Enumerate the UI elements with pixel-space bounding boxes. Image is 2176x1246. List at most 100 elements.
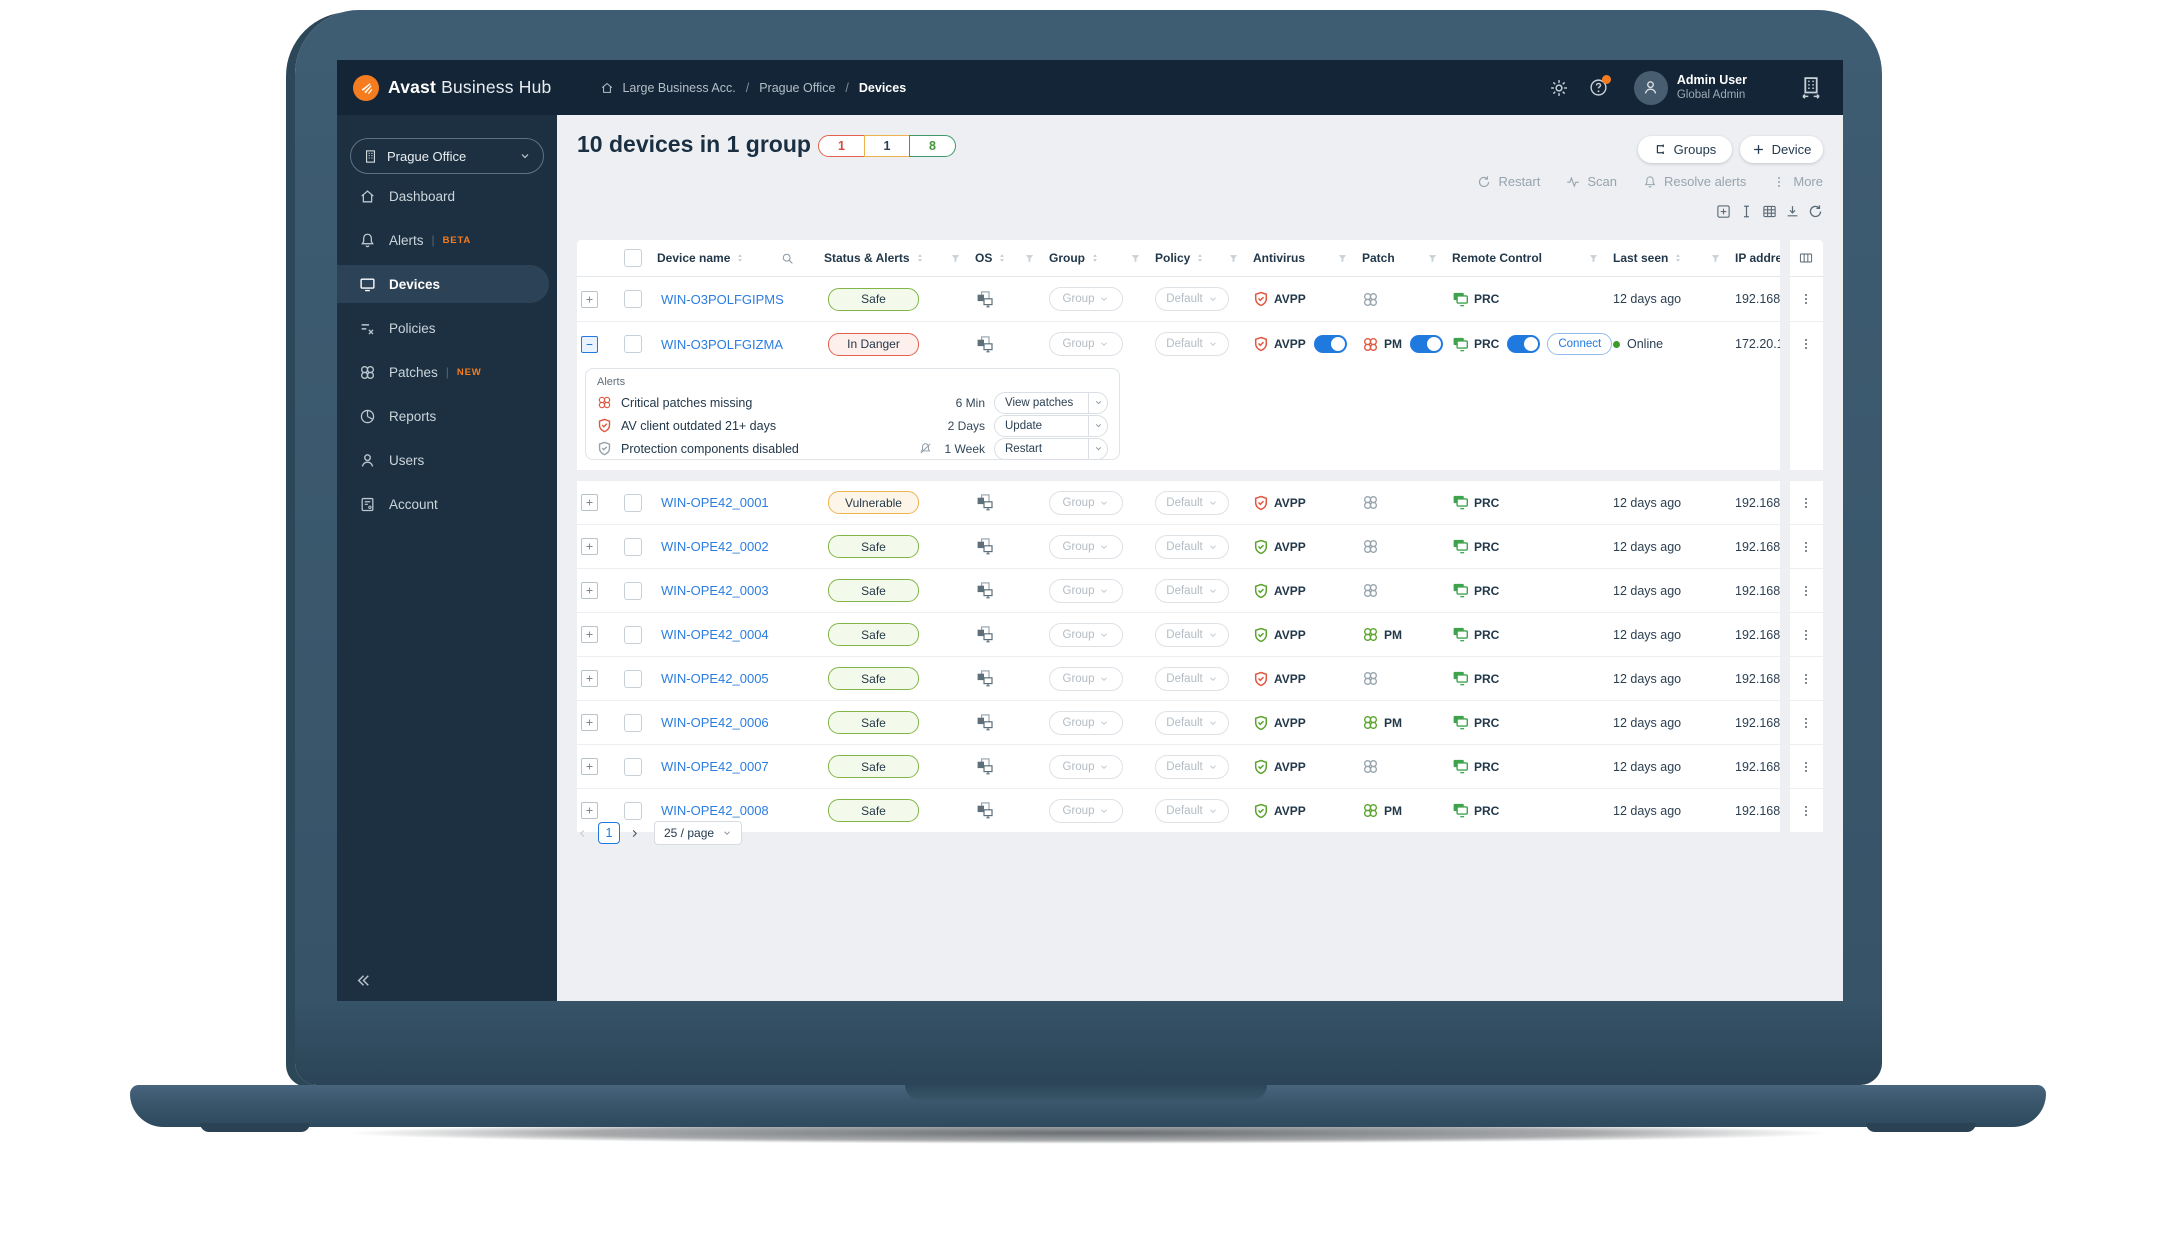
breadcrumb-item[interactable]: Large Business Acc. [622, 80, 736, 95]
filter-icon[interactable] [1024, 253, 1035, 264]
row-menu-icon[interactable] [1799, 337, 1813, 351]
policy-dropdown[interactable]: Default [1155, 666, 1229, 691]
sort-icon[interactable] [1195, 253, 1205, 263]
policy-dropdown[interactable]: Default [1155, 622, 1229, 647]
expand-toggle[interactable] [581, 335, 598, 353]
alert-action-button[interactable]: View patches [994, 391, 1108, 414]
policy-dropdown[interactable]: Default [1155, 710, 1229, 735]
row-checkbox[interactable] [624, 493, 642, 512]
policy-dropdown[interactable]: Default [1155, 798, 1229, 823]
expand-toggle[interactable] [581, 582, 598, 599]
patch-toggle[interactable] [1410, 335, 1443, 353]
remote-control-toggle[interactable] [1507, 335, 1541, 353]
breadcrumb-item[interactable]: Prague Office [759, 80, 836, 95]
action-resolve-alerts[interactable]: Resolve alerts [1643, 174, 1746, 189]
filter-icon[interactable] [1710, 253, 1721, 264]
action-more[interactable]: More [1772, 174, 1823, 189]
select-all-checkbox[interactable] [624, 249, 642, 267]
group-dropdown[interactable]: Group [1049, 578, 1123, 603]
expand-toggle[interactable] [581, 626, 598, 643]
sidebar-collapse-icon[interactable] [355, 972, 372, 989]
connect-button[interactable]: Connect [1547, 333, 1613, 355]
grid-icon[interactable] [1762, 204, 1777, 219]
group-dropdown[interactable]: Group [1049, 287, 1123, 311]
group-dropdown[interactable]: Group [1049, 622, 1123, 647]
device-name-link[interactable]: WIN-O3POLFGIZMA [661, 336, 784, 352]
row-menu-icon[interactable] [1799, 804, 1813, 818]
sidebar-item-users[interactable]: Users [337, 441, 557, 479]
policy-dropdown[interactable]: Default [1155, 754, 1229, 779]
device-name-link[interactable]: WIN-OPE42_0002 [661, 539, 769, 554]
page-number[interactable]: 1 [598, 822, 620, 844]
row-menu-icon[interactable] [1799, 716, 1813, 730]
sidebar-item-patches[interactable]: Patches | NEW [337, 353, 557, 391]
antivirus-toggle[interactable] [1313, 335, 1347, 353]
action-restart[interactable]: Restart [1477, 174, 1540, 189]
action-scan[interactable]: Scan [1566, 174, 1617, 189]
ibeam-icon[interactable] [1739, 204, 1754, 219]
row-checkbox[interactable] [624, 669, 642, 688]
device-name-link[interactable]: WIN-OPE42_0006 [661, 715, 769, 730]
expandsq-icon[interactable] [1716, 204, 1731, 219]
sidebar-item-dashboard[interactable]: Dashboard [337, 177, 557, 215]
expand-toggle[interactable] [581, 714, 598, 731]
policy-dropdown[interactable]: Default [1155, 490, 1229, 515]
row-menu-icon[interactable] [1799, 292, 1813, 306]
sort-icon[interactable] [1673, 253, 1683, 263]
sidebar-item-devices[interactable]: Devices [337, 265, 549, 303]
next-page-icon[interactable] [629, 828, 640, 839]
filter-icon[interactable] [1228, 253, 1239, 264]
expand-toggle[interactable] [581, 758, 598, 775]
row-menu-icon[interactable] [1799, 760, 1813, 774]
device-name-link[interactable]: WIN-O3POLFGIPMS [661, 291, 784, 307]
row-menu-icon[interactable] [1799, 540, 1813, 554]
filter-icon[interactable] [1130, 253, 1141, 264]
row-checkbox[interactable] [624, 290, 642, 308]
alert-action-button[interactable]: Update [994, 414, 1108, 437]
filter-icon[interactable] [1588, 253, 1599, 264]
group-dropdown[interactable]: Group [1049, 666, 1123, 691]
expand-toggle[interactable] [581, 290, 598, 308]
group-dropdown[interactable]: Group [1049, 710, 1123, 735]
filter-icon[interactable] [1337, 253, 1348, 264]
search-icon[interactable] [781, 252, 794, 265]
row-checkbox[interactable] [624, 801, 642, 820]
company-switcher-icon[interactable] [1799, 76, 1823, 100]
sort-icon[interactable] [735, 253, 745, 263]
expand-toggle[interactable] [581, 494, 598, 511]
help-button[interactable] [1589, 75, 1611, 97]
row-menu-icon[interactable] [1799, 672, 1813, 686]
site-selector[interactable]: Prague Office [350, 138, 544, 174]
group-dropdown[interactable]: Group [1049, 754, 1123, 779]
sidebar-item-account[interactable]: Account [337, 485, 557, 523]
sidebar-item-reports[interactable]: Reports [337, 397, 557, 435]
policy-dropdown[interactable]: Default [1155, 534, 1229, 559]
row-checkbox[interactable] [624, 581, 642, 600]
filter-icon[interactable] [1427, 253, 1438, 264]
groups-button[interactable]: Groups [1638, 136, 1732, 163]
row-checkbox[interactable] [624, 757, 642, 776]
group-dropdown[interactable]: Group [1049, 490, 1123, 515]
row-checkbox[interactable] [624, 537, 642, 556]
group-dropdown[interactable]: Group [1049, 798, 1123, 823]
alert-action-button[interactable]: Restart [994, 437, 1108, 460]
sort-icon[interactable] [1090, 253, 1100, 263]
device-name-link[interactable]: WIN-OPE42_0004 [661, 627, 769, 642]
policy-dropdown[interactable]: Default [1155, 332, 1229, 356]
sidebar-item-alerts[interactable]: Alerts | BETA [337, 221, 557, 259]
gear-icon[interactable] [1549, 78, 1569, 98]
column-picker-icon[interactable] [1799, 251, 1813, 265]
expand-toggle[interactable] [581, 802, 598, 819]
expand-toggle[interactable] [581, 538, 598, 555]
export-icon[interactable] [1785, 204, 1800, 219]
sort-icon[interactable] [915, 253, 925, 263]
sort-icon[interactable] [997, 253, 1007, 263]
row-menu-icon[interactable] [1799, 496, 1813, 510]
device-name-link[interactable]: WIN-OPE42_0001 [661, 495, 769, 510]
device-name-link[interactable]: WIN-OPE42_0003 [661, 583, 769, 598]
device-name-link[interactable]: WIN-OPE42_0008 [661, 803, 769, 818]
policy-dropdown[interactable]: Default [1155, 287, 1229, 311]
expand-toggle[interactable] [581, 670, 598, 687]
previous-page-icon[interactable] [577, 828, 588, 839]
alert-action-chevron[interactable] [1089, 398, 1107, 407]
